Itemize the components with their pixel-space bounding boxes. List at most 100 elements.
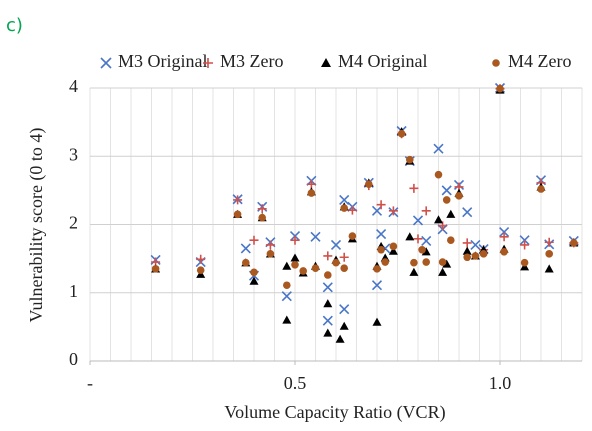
x-tick-label: - [87, 373, 93, 393]
point [290, 235, 300, 245]
point [442, 259, 452, 268]
point [499, 226, 510, 238]
point [332, 258, 340, 267]
point [405, 232, 415, 241]
point [409, 183, 419, 193]
point [479, 250, 488, 258]
point [406, 155, 414, 164]
legend-marker [203, 58, 213, 68]
point [339, 321, 349, 330]
point [339, 252, 349, 262]
point [438, 258, 447, 266]
point [151, 265, 160, 273]
point [249, 235, 259, 245]
point [265, 240, 275, 250]
point [307, 189, 316, 197]
point [446, 209, 456, 218]
point [499, 232, 509, 242]
point [196, 266, 205, 275]
point [371, 280, 383, 291]
point [570, 239, 578, 247]
point [323, 299, 333, 308]
point [421, 206, 431, 216]
point [372, 317, 382, 326]
point [412, 215, 424, 226]
point [434, 215, 443, 224]
legend-label: M3 Original [118, 51, 208, 71]
point [537, 185, 545, 193]
x-tick-label: 1.0 [489, 373, 512, 393]
point [470, 239, 481, 251]
point [462, 207, 473, 218]
point [471, 252, 480, 260]
y-axis-label: Vulnerability score (0 to 4) [26, 128, 47, 323]
point [311, 264, 320, 272]
point [410, 258, 418, 267]
point [322, 315, 333, 326]
legend-label: M3 Zero [220, 51, 283, 71]
point [376, 200, 386, 210]
point [233, 195, 243, 205]
point [381, 258, 390, 266]
point [409, 267, 419, 276]
point [323, 251, 333, 261]
point [388, 246, 398, 255]
legend-marker [100, 57, 112, 69]
point [377, 245, 385, 254]
point [373, 265, 381, 273]
point [282, 261, 292, 270]
point [282, 315, 292, 324]
point [544, 264, 554, 273]
point [389, 242, 398, 251]
point [365, 180, 373, 189]
point [310, 231, 321, 242]
point [322, 282, 333, 293]
legend-marker [321, 58, 331, 67]
point [348, 232, 357, 240]
point [433, 143, 444, 154]
point [442, 196, 451, 204]
point [500, 248, 508, 256]
point [496, 84, 504, 93]
point [290, 253, 300, 262]
point [258, 213, 266, 222]
point [418, 245, 426, 254]
point [324, 271, 332, 279]
y-tick-label: 3 [69, 144, 78, 164]
point [422, 258, 430, 266]
point [335, 334, 345, 343]
point [240, 243, 251, 254]
point [257, 204, 267, 214]
point [250, 268, 258, 277]
point [434, 170, 443, 179]
x-axis-label: Volume Capacity Ratio (VCR) [224, 402, 445, 423]
point [371, 205, 383, 216]
point [339, 194, 350, 205]
point [340, 204, 348, 212]
y-tick-label: 2 [69, 213, 78, 233]
point [339, 304, 350, 315]
point [196, 254, 206, 264]
point [306, 179, 316, 189]
point [233, 210, 242, 219]
point [340, 264, 348, 272]
point [376, 228, 387, 240]
point [421, 247, 431, 256]
point [266, 250, 275, 258]
y-tick-label: 4 [69, 76, 78, 96]
point [388, 206, 398, 216]
legend-marker [492, 59, 500, 67]
point [281, 291, 292, 302]
point [438, 267, 448, 276]
point [545, 250, 553, 258]
point [323, 328, 333, 337]
point [347, 205, 357, 215]
point [462, 238, 472, 248]
point [441, 185, 452, 196]
point [520, 258, 529, 267]
point [462, 246, 472, 255]
point [249, 276, 259, 285]
point [413, 234, 423, 244]
